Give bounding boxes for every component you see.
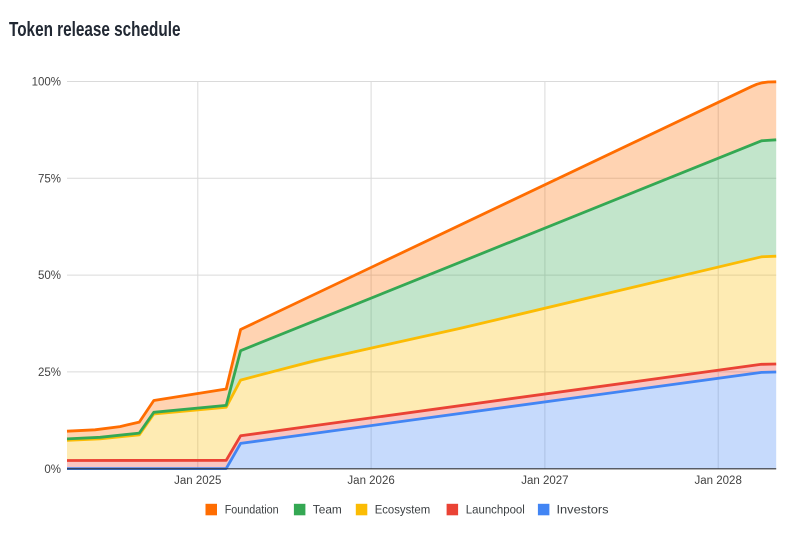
svg-text:Jan 2027: Jan 2027 xyxy=(521,475,568,487)
svg-text:Ecosystem: Ecosystem xyxy=(375,503,431,517)
svg-text:Jan 2028: Jan 2028 xyxy=(695,475,742,487)
svg-text:75%: 75% xyxy=(38,173,61,185)
svg-text:50%: 50% xyxy=(38,270,61,282)
svg-text:100%: 100% xyxy=(32,77,61,89)
svg-text:Jan 2025: Jan 2025 xyxy=(174,475,221,487)
svg-text:Investors: Investors xyxy=(557,503,609,517)
svg-text:0%: 0% xyxy=(44,464,61,476)
svg-text:Jan 2026: Jan 2026 xyxy=(347,475,394,487)
svg-text:Launchpool: Launchpool xyxy=(466,503,525,517)
svg-text:Foundation: Foundation xyxy=(225,503,279,517)
svg-text:Team: Team xyxy=(313,503,342,517)
svg-text:Token release schedule: Token release schedule xyxy=(9,18,181,41)
svg-text:25%: 25% xyxy=(38,367,61,379)
